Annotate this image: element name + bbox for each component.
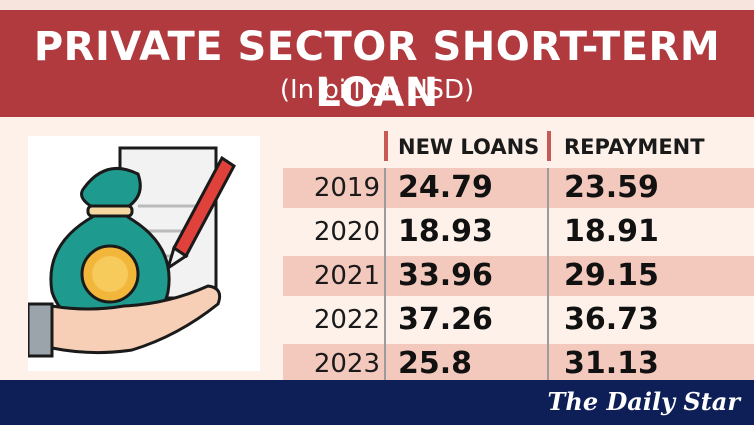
money-bag-icon: [49, 166, 171, 330]
repayment-value: 18.91: [564, 214, 659, 249]
row-highlight-2023: [283, 344, 754, 384]
chart-title: PRIVATE SECTOR SHORT-TERM LOAN: [33, 24, 721, 116]
hand-icon: [28, 284, 222, 358]
column-divider: [384, 168, 386, 380]
pen-icon: [165, 155, 236, 272]
year-cell: 2019: [313, 173, 380, 203]
row-highlight-2021: [283, 256, 754, 296]
year-cell: 2023: [313, 349, 380, 379]
top-strip: [0, 0, 754, 10]
chart-subtitle: (In billion USD): [279, 75, 475, 105]
row-highlight-2019: [283, 168, 754, 208]
new-loans-value: 33.96: [398, 258, 493, 293]
repayment-value: 29.15: [564, 258, 659, 293]
new-loans-value: 25.8: [398, 346, 473, 381]
new-loans-header-accent: [384, 131, 388, 161]
loan-illustration: [28, 136, 260, 371]
repayment-value: 31.13: [564, 346, 659, 381]
year-cell: 2022: [313, 305, 380, 335]
new-loans-value: 24.79: [398, 170, 493, 205]
year-cell: 2021: [313, 261, 380, 291]
repayment-value: 23.59: [564, 170, 659, 205]
new-loans-value: 37.26: [398, 302, 493, 337]
new-loans-header: NEW LOANS: [398, 135, 540, 159]
new-loans-value: 18.93: [398, 214, 493, 249]
footer-bar: The Daily Star: [0, 380, 754, 425]
column-divider: [547, 168, 549, 380]
repayment-header: REPAYMENT: [564, 135, 705, 159]
repayment-header-accent: [547, 131, 551, 161]
daily-star-logo: The Daily Star: [547, 387, 740, 416]
title-band: PRIVATE SECTOR SHORT-TERM LOAN (In billi…: [0, 10, 754, 117]
repayment-value: 36.73: [564, 302, 659, 337]
year-cell: 2020: [313, 217, 380, 247]
